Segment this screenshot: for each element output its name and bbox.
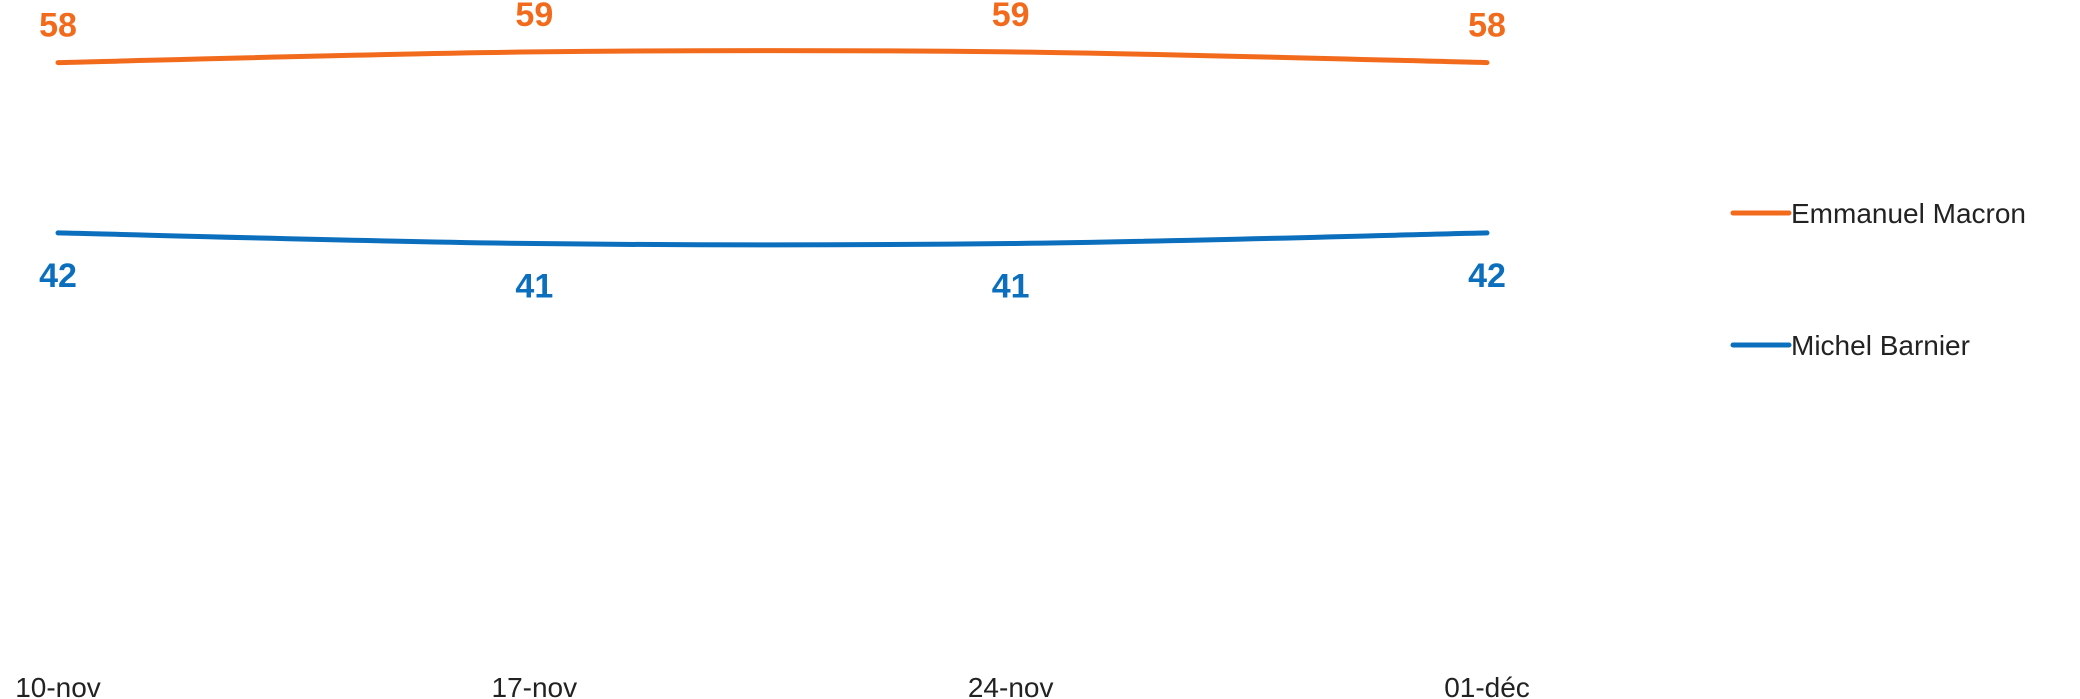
data-label-emmanuel-macron: 58	[1468, 7, 1506, 45]
series-line-emmanuel-macron	[55, 48, 1490, 66]
data-label-michel-barnier: 42	[1468, 257, 1506, 295]
legend-label-michel-barnier: Michel Barnier	[1791, 330, 1970, 361]
data-label-emmanuel-macron: 59	[992, 0, 1030, 34]
series-line-michel-barnier	[55, 230, 1490, 248]
x-tick-label: 10-nov	[15, 672, 101, 699]
data-label-michel-barnier: 41	[992, 268, 1030, 306]
x-axis: 10-nov 17-nov 24-nov 01-déc	[15, 672, 1530, 699]
x-tick-label: 01-déc	[1444, 672, 1530, 699]
data-label-emmanuel-macron: 59	[515, 0, 553, 34]
series-lines	[55, 48, 1490, 248]
data-label-emmanuel-macron: 58	[39, 7, 77, 45]
x-tick-label: 24-nov	[968, 672, 1054, 699]
x-tick-label: 17-nov	[492, 672, 578, 699]
data-label-michel-barnier: 42	[39, 257, 77, 295]
legend-label-emmanuel-macron: Emmanuel Macron	[1791, 198, 2026, 229]
data-labels: 58 59 59 58 42 41 41 42	[39, 0, 1506, 306]
data-label-michel-barnier: 41	[515, 268, 553, 306]
legend: Emmanuel Macron Michel Barnier	[1730, 198, 2026, 361]
